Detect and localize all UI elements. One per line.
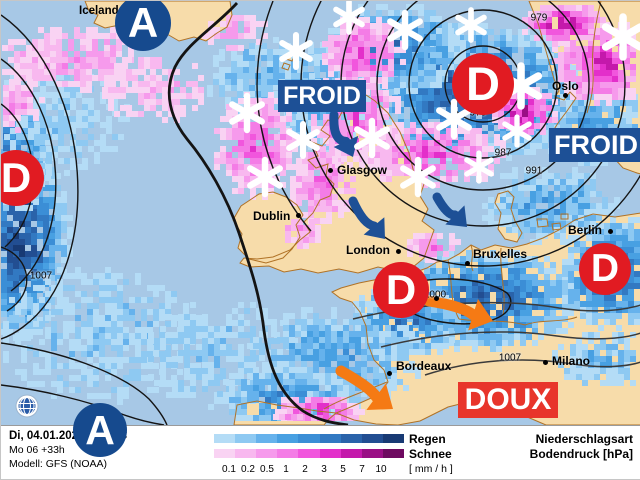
legend-tick: 7 xyxy=(359,464,365,475)
legend-tick: 1 xyxy=(283,464,289,475)
snow-color-step xyxy=(319,449,341,458)
legend-tick: 2 xyxy=(302,464,308,475)
rain-colorbar xyxy=(214,434,404,443)
unit-label: [ mm / h ] xyxy=(409,463,453,475)
footer-bar: Di, 04.01.2022 15 UTC Mo 06 +33h Modell:… xyxy=(1,425,640,479)
rain-color-step xyxy=(319,434,341,443)
rain-color-step xyxy=(256,434,278,443)
run-meta: Di, 04.01.2022 15 UTC Mo 06 +33h Modell:… xyxy=(9,430,127,470)
rain-color-step xyxy=(214,434,236,443)
snow-label: Schnee xyxy=(409,447,452,461)
snow-color-step xyxy=(235,449,257,458)
snow-color-step xyxy=(298,449,320,458)
legend-tick: 3 xyxy=(321,464,327,475)
forecast-map[interactable] xyxy=(1,1,640,425)
legend-title-precip-type: Niederschlagsart xyxy=(535,432,633,446)
map-canvas xyxy=(1,1,640,425)
model-run: Mo 06 +33h xyxy=(9,444,65,456)
snow-color-step xyxy=(214,449,236,458)
rain-color-step xyxy=(277,434,299,443)
legend-ticks: 0.1 0.2 0.5 1 2 3 5 7 10 xyxy=(214,464,404,475)
snow-color-step xyxy=(382,449,404,458)
rain-color-step xyxy=(235,434,257,443)
legend-tick: 5 xyxy=(340,464,346,475)
legend-tick: 0.5 xyxy=(260,464,274,475)
valid-datetime: Di, 04.01.2022 15 UTC xyxy=(9,430,128,442)
snow-color-step xyxy=(361,449,383,458)
snow-color-step xyxy=(256,449,278,458)
legend-tick: 0.2 xyxy=(241,464,255,475)
legend-tick: 10 xyxy=(375,464,387,475)
rain-label: Regen xyxy=(409,432,446,446)
rain-color-step xyxy=(361,434,383,443)
rain-color-step xyxy=(382,434,404,443)
legend-title-pressure: Bodendruck [hPa] xyxy=(529,447,633,461)
snow-color-step xyxy=(277,449,299,458)
legend-titles: Niederschlagsart Bodendruck [hPa] xyxy=(530,432,633,462)
precip-legend-bars xyxy=(214,434,404,458)
model-name: Modell: GFS (NOAA) xyxy=(9,458,108,470)
snow-colorbar xyxy=(214,449,404,458)
snow-color-step xyxy=(340,449,362,458)
rain-color-step xyxy=(340,434,362,443)
legend-tick: 0.1 xyxy=(222,464,236,475)
legend-bar-labels: Regen Schnee [ mm / h ] xyxy=(409,432,453,476)
rain-color-step xyxy=(298,434,320,443)
